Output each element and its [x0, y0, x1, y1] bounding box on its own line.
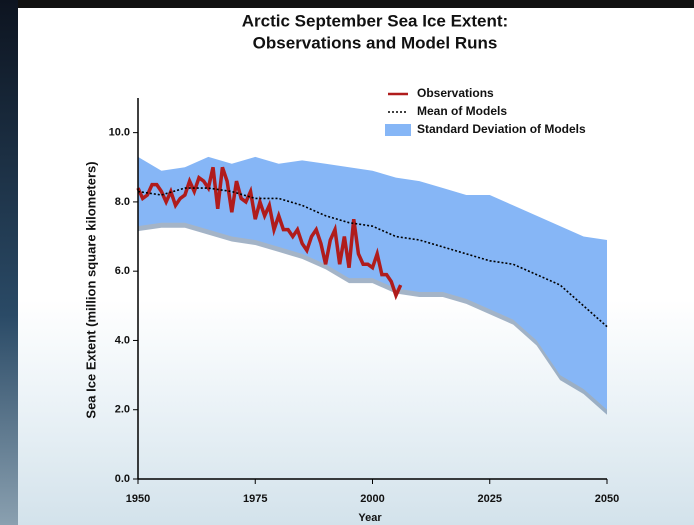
legend-label: Observations: [417, 86, 494, 100]
chart-title: Observations and Model Runs: [253, 33, 498, 52]
y-tick-label: 8.0: [115, 196, 130, 208]
x-tick-label: 1975: [243, 493, 267, 505]
x-tick-label: 2000: [360, 493, 384, 505]
y-tick-label: 6.0: [115, 265, 130, 277]
chart-title: Arctic September Sea Ice Extent:: [242, 11, 508, 30]
x-tick-label: 1950: [126, 493, 150, 505]
legend-swatch: [385, 124, 411, 136]
y-tick-label: 4.0: [115, 334, 130, 346]
left-strip: [0, 0, 18, 525]
x-axis-label: Year: [358, 512, 382, 524]
y-tick-label: 2.0: [115, 404, 130, 416]
y-tick-label: 10.0: [109, 127, 130, 139]
top-strip: [0, 0, 694, 8]
legend-label: Mean of Models: [417, 104, 507, 118]
page: Arctic September Sea Ice Extent: Observa…: [0, 0, 694, 525]
legend-label: Standard Deviation of Models: [417, 122, 586, 136]
y-tick-label: 0.0: [115, 473, 130, 485]
x-tick-label: 2025: [478, 493, 502, 505]
chart: Arctic September Sea Ice Extent: Observa…: [0, 0, 694, 525]
y-axis-label: Sea Ice Extent (million square kilometer…: [83, 161, 98, 418]
x-tick-label: 2050: [595, 493, 619, 505]
